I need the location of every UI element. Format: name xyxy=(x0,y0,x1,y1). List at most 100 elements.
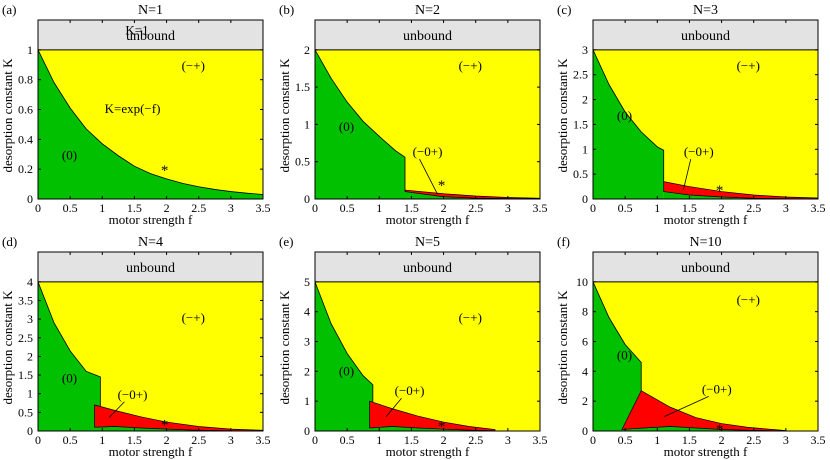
y-tick-label: 0.2 xyxy=(18,162,33,176)
y-tick-label: 1.5 xyxy=(573,117,588,131)
y-tick-label: 0 xyxy=(304,424,310,438)
x-tick-label: 2.5 xyxy=(468,433,483,447)
x-tick-label: 2 xyxy=(164,201,170,215)
chart-title: N=4 xyxy=(138,235,163,250)
x-tick-label: 3.5 xyxy=(811,201,826,215)
region-zero xyxy=(593,49,664,200)
region-unbound xyxy=(593,20,818,50)
x-tick-label: 1 xyxy=(99,433,105,447)
x-tick-label: 3.5 xyxy=(256,433,271,447)
y-axis-label: desorption constant K xyxy=(0,290,15,405)
region-zero xyxy=(38,281,101,431)
y-tick-label: 4 xyxy=(582,364,588,378)
y-tick-label: 0.5 xyxy=(573,167,588,181)
y-tick-label: 0.5 xyxy=(295,155,310,169)
y-tick-label: 1 xyxy=(27,387,33,401)
region-label-unbound: unbound xyxy=(403,261,452,276)
star-marker: * xyxy=(161,163,169,179)
region-zero xyxy=(593,281,642,431)
chart-title: N=5 xyxy=(415,235,440,250)
x-tick-label: 3 xyxy=(228,433,234,447)
region-label-minus-zero-plus: (−0+) xyxy=(684,144,714,159)
y-tick-label: 3.5 xyxy=(18,293,33,307)
y-tick-label: 0 xyxy=(582,192,588,206)
region-label-zero: (0) xyxy=(617,108,632,123)
y-tick-label: 10 xyxy=(576,275,588,289)
x-tick-label: 0 xyxy=(590,433,596,447)
plot-frame xyxy=(592,19,819,200)
panel-label: (c) xyxy=(557,2,571,17)
region-zero-strip xyxy=(663,191,818,199)
annotation-arrow xyxy=(108,401,125,418)
y-tick-label: 2.5 xyxy=(18,331,33,345)
region-label-minus-plus: (−+) xyxy=(459,310,482,325)
annotation-arrow xyxy=(663,396,709,417)
x-tick-label: 1.5 xyxy=(404,433,419,447)
star-marker: * xyxy=(161,418,169,434)
region-label-zero: (0) xyxy=(62,371,77,386)
x-axis-label: motor strength f xyxy=(386,444,470,459)
y-tick-label: 2 xyxy=(582,394,588,408)
x-tick-label: 2.5 xyxy=(191,201,206,215)
annotation-label: K=exp(−f) xyxy=(105,101,161,116)
region-label-unbound: unbound xyxy=(681,29,730,44)
x-tick-label: 3 xyxy=(228,201,234,215)
region-label-zero: (0) xyxy=(339,364,354,379)
x-tick-label: 2.5 xyxy=(746,433,761,447)
region-unbound xyxy=(315,252,540,282)
y-tick-label: 3 xyxy=(582,43,588,57)
x-tick-label: 0 xyxy=(35,433,41,447)
x-tick-label: 0.5 xyxy=(618,433,633,447)
y-axis-label: desorption constant K xyxy=(277,58,292,173)
x-tick-label: 0.5 xyxy=(63,201,78,215)
x-tick-label: 1 xyxy=(376,201,382,215)
panel-label: (e) xyxy=(279,234,293,249)
x-tick-label: 3.5 xyxy=(533,433,548,447)
annotation-label: K=1 xyxy=(125,22,148,37)
region-label-zero: (0) xyxy=(617,347,632,362)
zero-boundary-curve xyxy=(37,281,101,411)
zero-boundary-curve xyxy=(314,49,406,191)
x-tick-label: 1 xyxy=(99,201,105,215)
y-tick-label: 0.8 xyxy=(18,73,33,87)
y-tick-label: 0.6 xyxy=(18,103,33,117)
y-tick-label: 1 xyxy=(304,394,310,408)
region-label-zero: (0) xyxy=(62,148,77,163)
panel-label: (b) xyxy=(279,2,294,17)
x-tick-label: 0.5 xyxy=(340,433,355,447)
region-zero xyxy=(315,281,373,431)
y-tick-label: 2 xyxy=(304,364,310,378)
region-zero xyxy=(315,49,405,200)
x-axis-label: motor strength f xyxy=(109,212,193,227)
y-tick-label: 0.5 xyxy=(18,405,33,419)
y-tick-label: 4 xyxy=(304,305,310,319)
zero-boundary-curve xyxy=(592,281,642,391)
y-axis-label: desorption constant K xyxy=(0,58,15,173)
region-unbound xyxy=(315,20,540,50)
y-axis-label: desorption constant K xyxy=(555,58,570,173)
x-tick-label: 1.5 xyxy=(404,201,419,215)
chart-panel-6: 0 0.5 1 1.5 2 2.5 3 3.5 0 2 4 6 8 10 (f) N=10 motor stre… xyxy=(555,234,826,459)
x-tick-label: 3.5 xyxy=(533,201,548,215)
chart-panel-4: 0 0.5 1 1.5 2 2.5 3 3.500.511.522.533.54(d) N=4m… xyxy=(0,234,271,459)
x-tick-label: 3 xyxy=(505,201,511,215)
chart-panel-5: 0 0.5 1 1.5 2 2.5 3 3.5 0 1 2 3 4 5 (e) N=5 motor streng… xyxy=(277,234,548,459)
chart-panel-2: 0 0.5 1 1.5 2 2.5 3 3.5 0 0.5 1 1.5 2 (b) N=2 motor str… xyxy=(277,2,548,227)
zero-boundary-curve xyxy=(592,49,665,182)
x-tick-label: 1.5 xyxy=(127,201,142,215)
chart-panel-3: 0 0.5 1 1.5 2 2.5 3 3.5 0 0.5 1 1.5 2 2.5 3 (c) N=3 motor… xyxy=(555,2,826,227)
y-tick-label: 2 xyxy=(582,93,588,107)
x-tick-label: 2 xyxy=(719,201,725,215)
region-label-minus-zero-plus: (−0+) xyxy=(413,144,443,159)
region-label-zero: (0) xyxy=(339,119,354,134)
annotation-arrow xyxy=(419,158,438,195)
region-label-unbound: unbound xyxy=(126,29,175,44)
star-marker: * xyxy=(716,183,724,199)
y-tick-label: 0.4 xyxy=(18,132,33,146)
y-tick-label: 1 xyxy=(27,43,33,57)
y-tick-label: 1 xyxy=(582,142,588,156)
star-marker: * xyxy=(438,178,446,194)
region-unbound xyxy=(38,252,263,282)
x-tick-label: 2.5 xyxy=(468,201,483,215)
